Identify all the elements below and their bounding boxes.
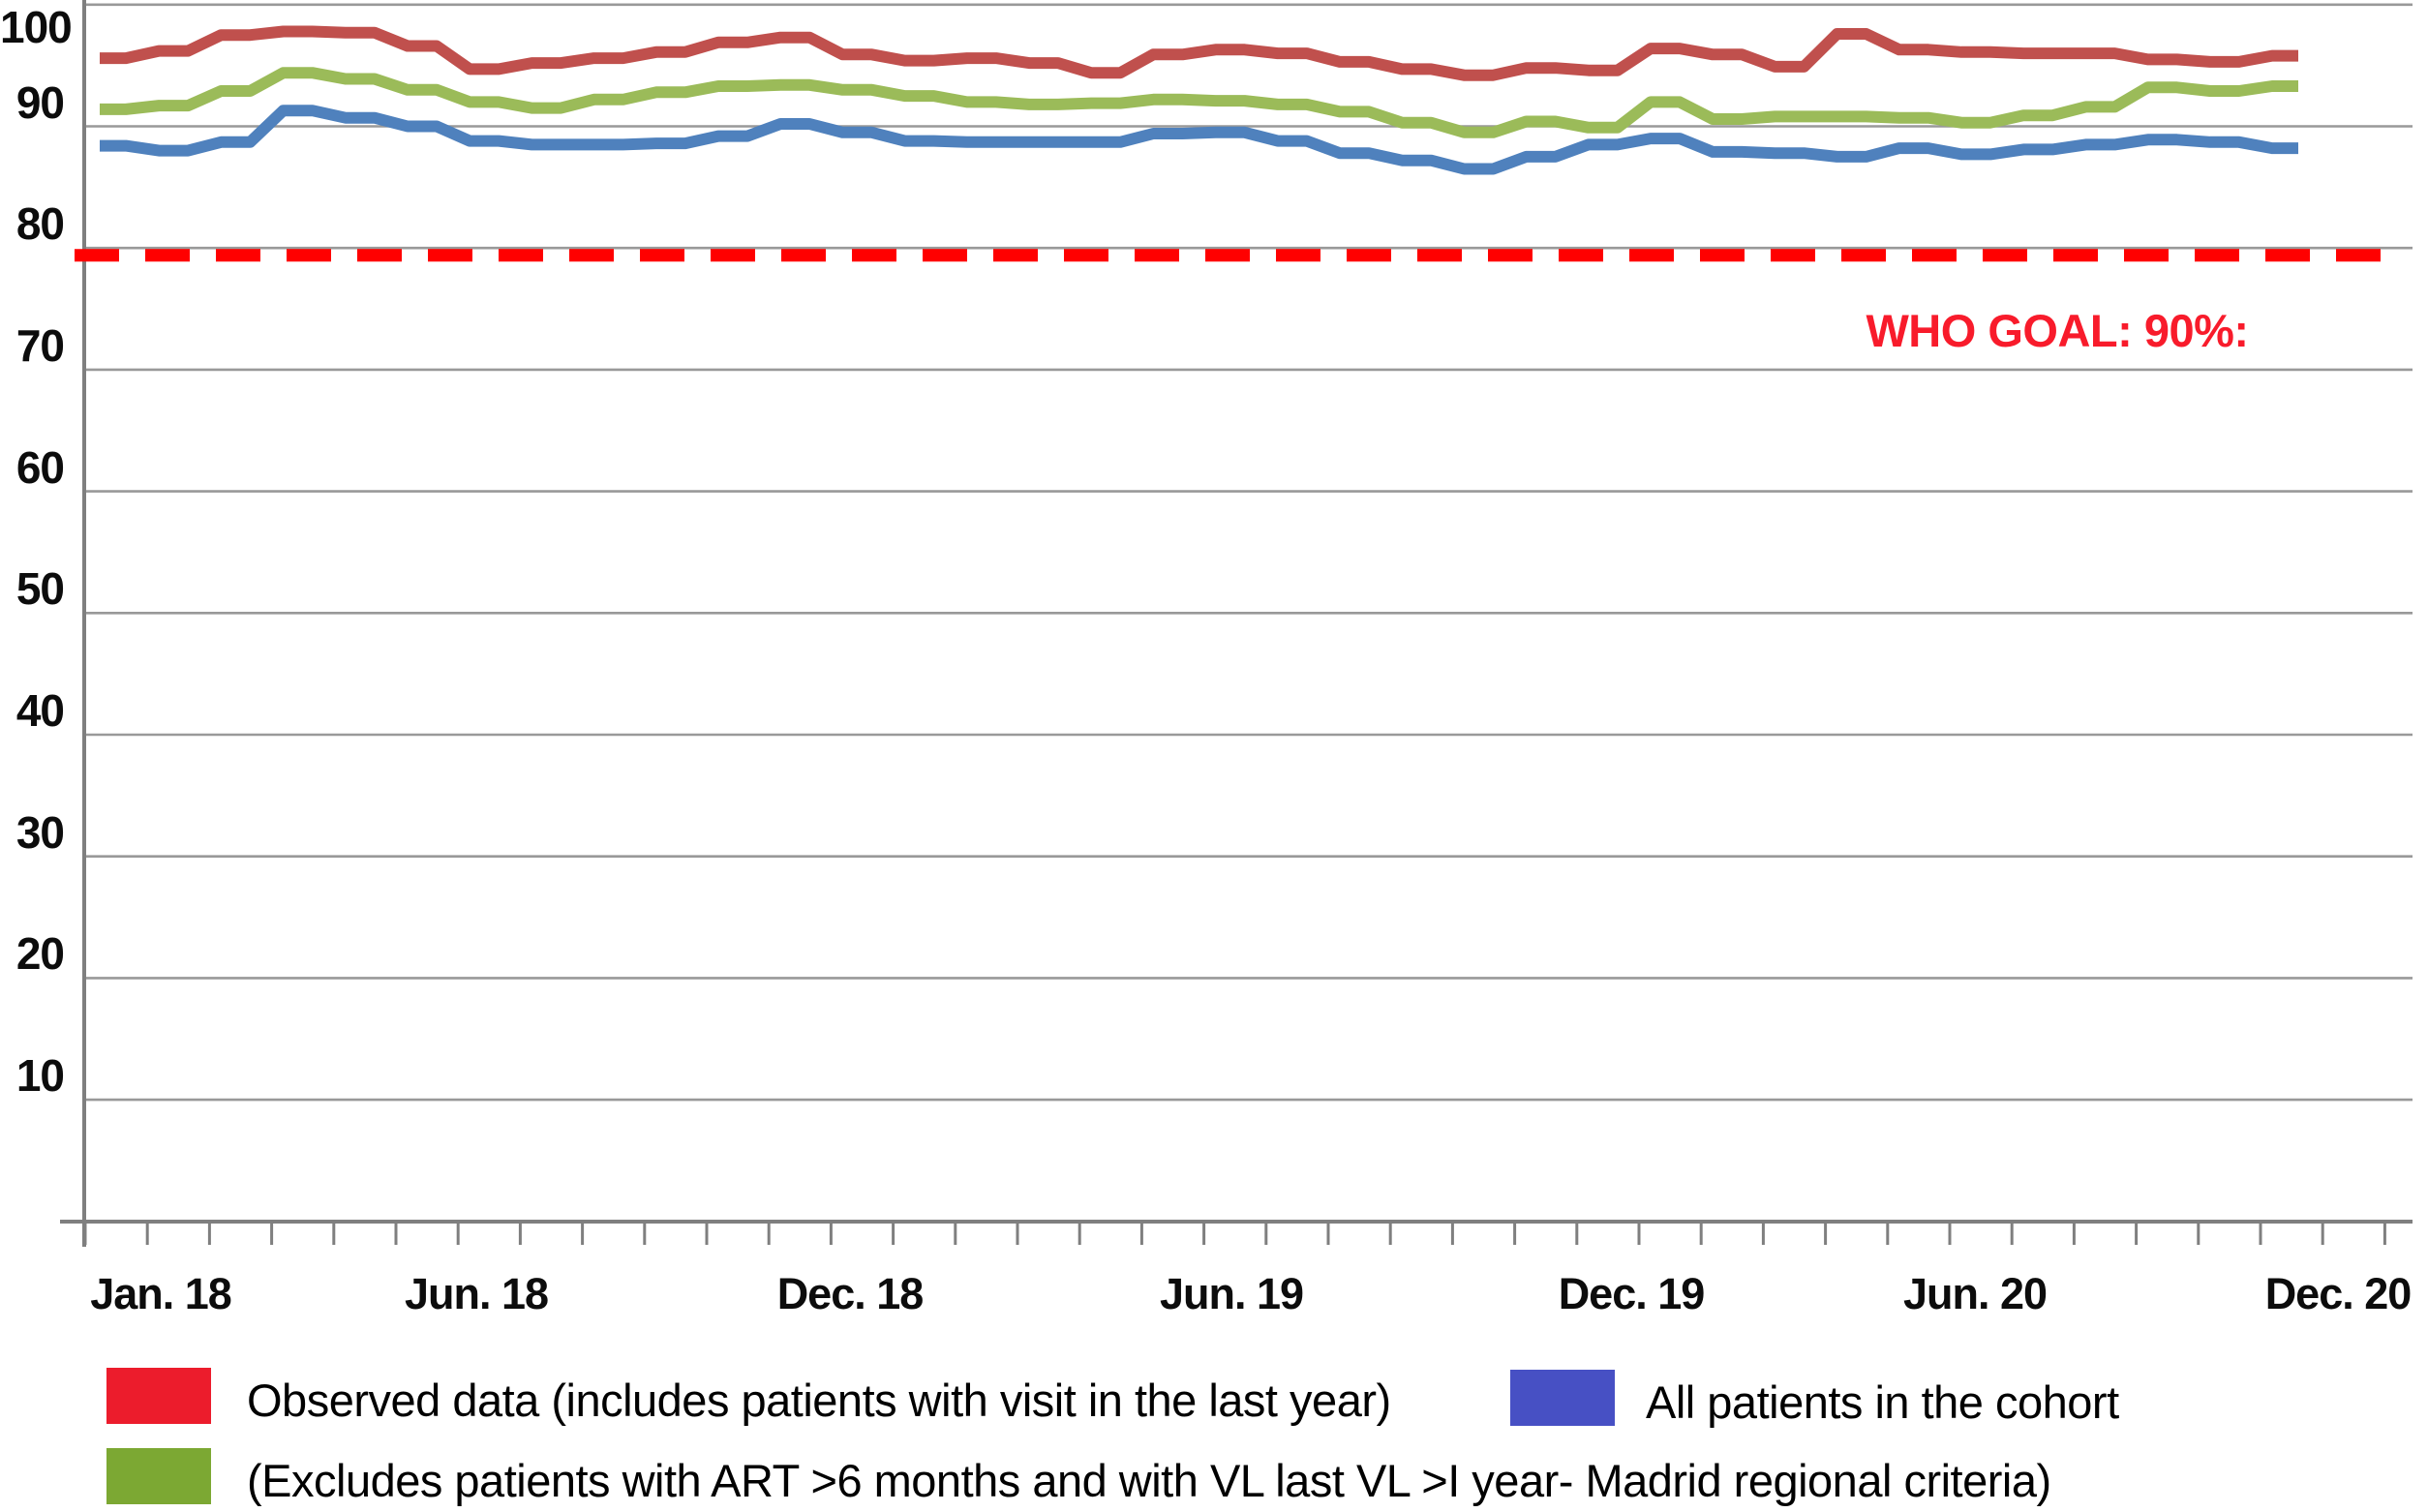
x-axis-label: Jun. 18: [404, 1269, 549, 1318]
y-axis-label-20: 20: [15, 928, 65, 979]
x-axis-label: Jan. 18: [90, 1269, 232, 1318]
x-axis-label: Dec. 19: [1558, 1269, 1706, 1318]
y-axis-label-90: 90: [15, 77, 65, 128]
who-goal-annotation: WHO GOAL: 90%:: [1866, 305, 2249, 356]
legend-swatch-excludes: [106, 1448, 211, 1504]
legend-label-all-patients: All patients in the cohort: [1646, 1376, 2119, 1428]
y-axis-label-30: 30: [15, 807, 65, 858]
y-axis-label-10: 10: [15, 1050, 65, 1101]
y-axis-label-100: 100: [0, 2, 73, 52]
x-axis-label: Jun. 19: [1159, 1269, 1304, 1318]
y-axis-label-80: 80: [15, 198, 65, 249]
legend-label-excludes: (Excludes patients with ART >6 months an…: [247, 1455, 2051, 1506]
x-axis-label: Dec. 18: [776, 1269, 925, 1318]
legend-swatch-observed: [106, 1368, 211, 1424]
legend-label-observed: Observed data (includes patients with vi…: [247, 1375, 1391, 1426]
y-axis-label-60: 60: [15, 442, 65, 493]
series-observed-line: [100, 25, 2298, 81]
x-axis-label: Jun. 20: [1902, 1269, 2048, 1318]
series-excludes-line: [100, 67, 2298, 138]
x-axis-label: Dec. 20: [2264, 1269, 2413, 1318]
series-all-patients-line: [100, 105, 2298, 175]
y-axis-label-70: 70: [15, 320, 65, 371]
legend-swatch-all-patients: [1510, 1370, 1615, 1426]
y-axis-label-40: 40: [15, 685, 65, 736]
y-axis-label-50: 50: [15, 563, 65, 614]
